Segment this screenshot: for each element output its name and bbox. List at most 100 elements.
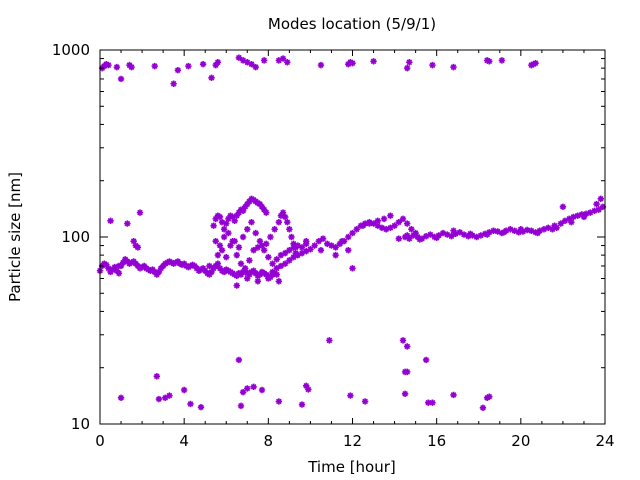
data-point (450, 227, 457, 234)
data-points (96, 54, 607, 412)
data-point (591, 207, 598, 215)
data-point (290, 240, 297, 247)
data-point (119, 259, 127, 266)
data-point (214, 260, 222, 267)
data-point (111, 263, 118, 271)
data-point (574, 212, 581, 219)
data-point (507, 226, 514, 233)
data-point (174, 66, 182, 74)
data-point (349, 265, 356, 272)
y-tick-label: 1000 (52, 41, 90, 59)
data-point (416, 236, 424, 243)
data-point (218, 246, 226, 254)
data-point (117, 75, 125, 83)
data-point (315, 237, 323, 245)
data-point (528, 61, 535, 69)
data-point (498, 57, 506, 64)
data-point (427, 231, 434, 238)
data-point (279, 55, 287, 62)
data-point (149, 266, 156, 273)
data-point (269, 268, 276, 276)
data-point (235, 356, 243, 364)
data-point (256, 200, 264, 208)
data-point (401, 390, 409, 398)
data-point (395, 218, 402, 226)
data-point (244, 59, 251, 66)
data-point (193, 265, 200, 272)
data-point (214, 251, 222, 259)
data-point (599, 203, 607, 211)
data-point (153, 373, 161, 380)
data-point (202, 267, 209, 274)
data-point (361, 398, 369, 405)
data-point (244, 226, 251, 233)
y-tick-label: 100 (61, 228, 90, 246)
data-point (338, 237, 346, 245)
data-point (450, 63, 457, 71)
data-point (523, 226, 531, 234)
x-tick-label: 8 (264, 432, 274, 450)
data-point (530, 60, 537, 68)
data-point (113, 267, 121, 274)
data-point (153, 271, 161, 278)
data-point (326, 337, 333, 344)
data-point (387, 212, 394, 219)
data-point (540, 226, 548, 233)
data-point (277, 262, 285, 270)
data-point (303, 237, 310, 245)
data-point (370, 220, 377, 227)
data-point (239, 207, 247, 215)
data-point (227, 242, 234, 249)
data-point (136, 209, 144, 216)
data-point (212, 215, 219, 223)
data-point (124, 220, 131, 227)
data-point (544, 224, 552, 231)
data-point (404, 343, 411, 350)
data-point (566, 215, 573, 223)
data-point (380, 215, 388, 223)
data-point (332, 251, 339, 259)
data-point (258, 386, 266, 394)
data-point (197, 403, 205, 411)
data-point (103, 261, 110, 269)
data-point (225, 229, 232, 237)
x-axis-title: Time [hour] (307, 458, 396, 476)
data-point (256, 271, 264, 278)
data-point (404, 220, 411, 227)
data-point (414, 233, 421, 241)
data-point (258, 242, 266, 249)
data-point (303, 247, 310, 255)
data-point (220, 226, 228, 233)
data-point (155, 268, 163, 276)
data-point (206, 262, 213, 270)
data-point (273, 265, 280, 272)
data-point (273, 256, 280, 263)
data-point (399, 215, 407, 223)
y-tick-label: 10 (71, 415, 90, 433)
data-point (229, 213, 236, 221)
data-point (311, 242, 318, 249)
data-point (349, 229, 356, 237)
data-point (549, 226, 556, 233)
data-point (216, 242, 224, 249)
data-point (250, 383, 257, 391)
data-point (378, 224, 386, 231)
data-point (246, 257, 253, 264)
data-point (256, 237, 264, 245)
data-point (515, 229, 522, 236)
data-point (422, 356, 430, 364)
data-point (155, 395, 163, 403)
data-point (349, 59, 356, 67)
data-point (374, 222, 381, 229)
data-point (532, 59, 539, 67)
data-point (284, 218, 291, 226)
data-point (281, 260, 289, 267)
data-point (345, 246, 352, 254)
x-tick-label: 4 (179, 432, 189, 450)
data-point (263, 240, 270, 247)
data-point (399, 337, 407, 344)
data-point (117, 394, 125, 402)
data-point (231, 217, 238, 225)
data-point (275, 278, 283, 285)
data-point (353, 226, 360, 233)
